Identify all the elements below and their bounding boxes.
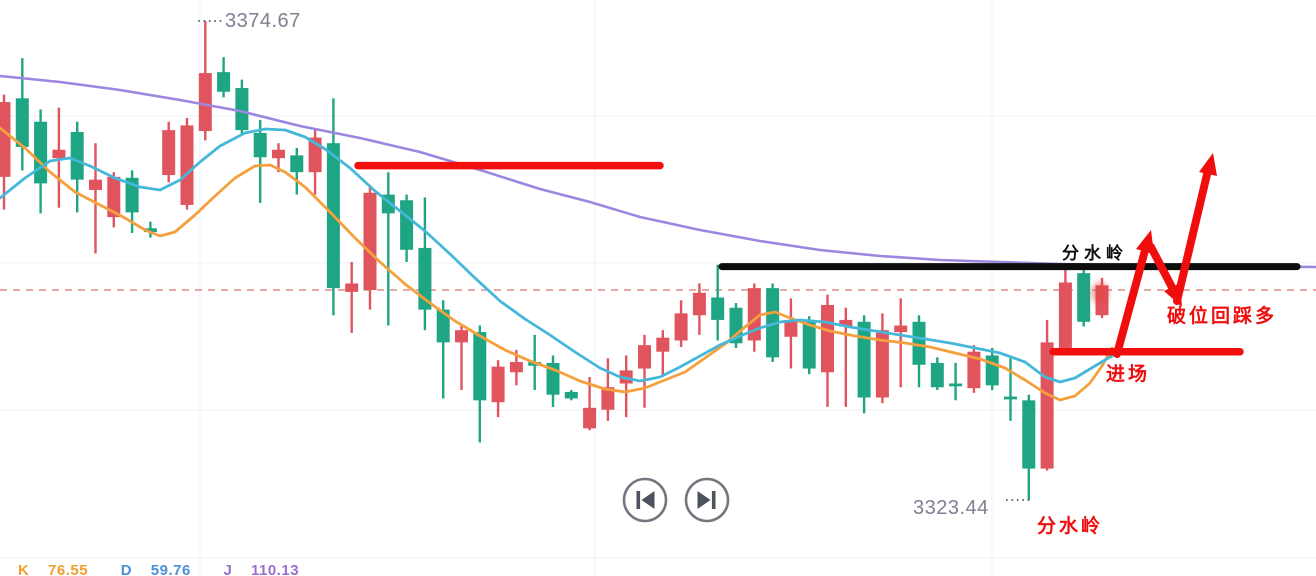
- candle-up: [638, 345, 651, 369]
- low-price-label: 3323.44: [913, 497, 989, 519]
- watershed-top-label: 分水岭: [1062, 244, 1128, 263]
- candle-down: [70, 131, 84, 180]
- arrowhead-up-stroke-2: [1199, 153, 1217, 176]
- candle-down: [930, 362, 944, 388]
- candle-down: [729, 307, 743, 344]
- candle-up: [107, 176, 121, 218]
- candle-up: [583, 407, 597, 429]
- candle-down: [1022, 400, 1036, 469]
- candle-up: [674, 313, 688, 341]
- candle-up: [52, 149, 66, 159]
- candle-up: [875, 330, 889, 398]
- candle-down: [766, 288, 780, 358]
- candle-down: [253, 132, 267, 158]
- candle-up: [89, 179, 102, 190]
- candle-up: [601, 387, 615, 410]
- candle-up: [198, 73, 212, 132]
- candle-down: [985, 355, 999, 386]
- candle-down: [857, 321, 871, 398]
- skip-previous-icon: [622, 477, 668, 523]
- candle-up: [0, 102, 11, 177]
- candle-up: [509, 361, 523, 373]
- high-price-label: 3374.67: [225, 10, 301, 32]
- candle-up: [1040, 342, 1054, 469]
- candle-down: [418, 247, 432, 310]
- candle-down: [711, 297, 725, 320]
- candle-up: [656, 337, 670, 352]
- candle-up: [692, 292, 706, 316]
- candle-up: [894, 325, 908, 333]
- candle-down: [564, 391, 578, 399]
- skip-next-icon: [684, 477, 730, 523]
- candle-down: [235, 88, 249, 131]
- candle-up: [180, 125, 194, 205]
- skip-to-end-button[interactable]: [684, 477, 730, 523]
- candle-down: [34, 121, 48, 184]
- watershed-bottom-label: 分水岭: [1037, 516, 1104, 537]
- candle-up: [1058, 282, 1072, 348]
- candle-up: [821, 304, 834, 373]
- candle-down: [473, 332, 487, 401]
- candle-down: [802, 321, 816, 369]
- candle-down: [949, 383, 963, 387]
- candle-down: [912, 321, 926, 365]
- candle-up: [345, 283, 359, 292]
- ma-line-mid: [0, 126, 1114, 402]
- candle-up: [784, 319, 798, 337]
- candle-down: [400, 200, 414, 250]
- entry-label: 进场: [1106, 364, 1151, 385]
- candle-up: [363, 192, 377, 290]
- candle-down: [290, 155, 304, 173]
- candle-down: [436, 309, 450, 343]
- smudge-marker: [1091, 282, 1109, 304]
- arrow-up-stroke-2: [1173, 162, 1213, 305]
- skip-to-start-button[interactable]: [622, 477, 668, 523]
- arrow-down-stroke: [1147, 243, 1180, 299]
- breakout-pullback-long-label: 破位回踩多: [1167, 306, 1278, 327]
- candle-up: [455, 330, 468, 343]
- candle-down: [1004, 396, 1017, 400]
- kdj-j-value: J 110.13: [223, 562, 300, 576]
- candle-up: [162, 130, 176, 175]
- candle-up: [747, 288, 761, 341]
- candle-down: [143, 228, 157, 233]
- candle-up: [839, 319, 853, 327]
- candle-down: [1077, 273, 1091, 322]
- candle-up: [272, 149, 285, 159]
- kdj-k-value: K 76.55: [18, 562, 89, 576]
- arrow-up-stroke-1: [1113, 239, 1151, 358]
- kdj-d-value: D 59.76: [120, 562, 191, 576]
- candle-down: [217, 72, 231, 92]
- candle-up: [967, 351, 981, 389]
- ma-line-slow: [0, 74, 1316, 269]
- kdj-indicator-row: K 76.55 D 59.76 J 110.13: [18, 562, 327, 576]
- ma-line-fast: [0, 127, 1114, 384]
- candle-up: [491, 366, 505, 403]
- candle-down: [15, 98, 29, 147]
